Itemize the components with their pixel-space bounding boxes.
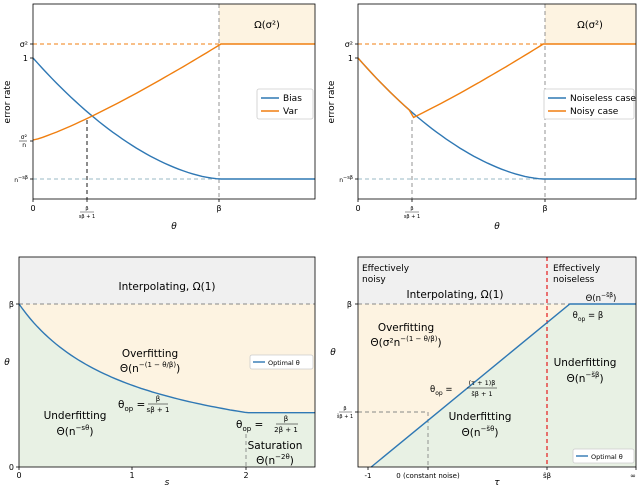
y-axis-label: error rate xyxy=(327,80,337,123)
omega-label: Ω(σ²) xyxy=(577,20,603,31)
bias-line xyxy=(32,57,315,180)
axes-frame xyxy=(18,256,316,468)
svg-text:σ²: σ² xyxy=(21,134,28,141)
overfitting-region xyxy=(358,304,636,467)
underfitting-label: Underfitting xyxy=(44,410,107,422)
panel-bottom-right: Effectively noisy Effectively noiseless … xyxy=(330,256,637,487)
y-axis-label: error rate xyxy=(3,80,13,123)
legend-label-optimal: Optimal θ xyxy=(268,359,300,367)
svg-text:β: β xyxy=(284,415,288,423)
overfitting-label: Overfitting xyxy=(122,348,178,360)
svg-text:β: β xyxy=(85,206,88,212)
y-tick-0: 0 xyxy=(9,463,14,472)
x-tick-sbeta: s̃β xyxy=(543,472,551,480)
y-tick-nsb: n−sβ xyxy=(14,175,28,184)
x-tick-beta: β xyxy=(216,204,221,213)
y-tick-beta: β xyxy=(9,300,14,309)
panel-top-left: Ω(σ²) Bias Var σ² 1 σ² n n−sβ 0 β sβ + 1… xyxy=(3,3,316,232)
x-tick-beta-frac: β sβ + 1 xyxy=(404,206,420,220)
axes-frame xyxy=(357,3,637,200)
svg-text:2β + 1: 2β + 1 xyxy=(274,426,298,434)
underfitting-region xyxy=(19,304,315,467)
effectively-noiseless-label-1: Effectively xyxy=(553,264,601,274)
noisy-line xyxy=(357,43,636,119)
x-tick-1: 1 xyxy=(129,471,134,480)
saturation-label: Saturation xyxy=(248,440,303,452)
y-tick-nsb: n−sβ xyxy=(339,175,353,184)
effectively-noisy-label-1: Effectively xyxy=(362,264,410,274)
y-tick-sigma2: σ² xyxy=(20,40,28,49)
legend xyxy=(249,354,314,370)
panel-bottom-left: Interpolating, Ω(1) Overfitting Θ(n−(1 −… xyxy=(4,256,316,487)
x-tick-0: 0 (constant noise) xyxy=(396,472,460,480)
svg-text:sβ + 1: sβ + 1 xyxy=(147,406,170,414)
svg-text:β: β xyxy=(343,406,346,412)
underfitting-left-label: Underfitting xyxy=(449,411,512,423)
overfitting-region xyxy=(19,304,315,413)
theta-op-formula-1: θop = β sβ + 1 xyxy=(118,395,169,414)
omega-label: Ω(σ²) xyxy=(254,20,280,31)
y-tick-sigma2: σ² xyxy=(345,40,353,49)
svg-text:s̃β + 1: s̃β + 1 xyxy=(336,414,353,420)
y-tick-1: 1 xyxy=(23,54,28,63)
y-tick-beta-frac: β s̃β + 1 xyxy=(336,406,353,420)
svg-text:(τ + 1)β: (τ + 1)β xyxy=(469,379,496,387)
panel-top-right: Ω(σ²) Noiseless case Noisy case σ² 1 n−s… xyxy=(327,3,637,232)
omega-region xyxy=(545,4,636,44)
svg-text:sβ + 1: sβ + 1 xyxy=(79,214,95,220)
legend-label-var: Var xyxy=(283,107,298,117)
svg-text:β: β xyxy=(156,395,160,403)
legend xyxy=(572,448,635,464)
underfitting-right-label: Underfitting xyxy=(554,357,617,369)
legend-label-noisy: Noisy case xyxy=(570,107,619,117)
underfitting-region xyxy=(371,304,636,467)
optimal-theta-line xyxy=(18,303,315,414)
axes-frame xyxy=(357,256,637,468)
omega-region xyxy=(219,4,315,44)
x-tick-0: 0 xyxy=(355,204,360,213)
legend-label-noiseless: Noiseless case xyxy=(570,94,636,104)
y-tick-sigma2-over-n: σ² n xyxy=(19,134,28,149)
axes-frame xyxy=(32,3,316,200)
interpolating-region xyxy=(358,257,636,304)
y-tick-1: 1 xyxy=(348,54,353,63)
y-axis-label: θ xyxy=(330,348,336,358)
svg-text:n: n xyxy=(22,142,26,149)
x-tick-neg1: -1 xyxy=(365,472,372,480)
legend xyxy=(543,88,635,120)
var-line xyxy=(32,43,315,141)
overfitting-label: Overfitting xyxy=(378,322,434,334)
optimal-theta-line xyxy=(370,303,636,468)
svg-text:sβ + 1: sβ + 1 xyxy=(404,214,420,220)
x-axis-label: θ xyxy=(494,222,500,232)
y-tick-beta: β xyxy=(347,300,352,309)
x-tick-2: 2 xyxy=(243,471,248,480)
svg-text:β: β xyxy=(410,206,413,212)
effectively-noisy-label-2: noisy xyxy=(362,275,386,285)
y-axis-label: θ xyxy=(4,358,10,368)
x-axis-label: τ xyxy=(494,478,500,487)
x-tick-0: 0 xyxy=(30,204,35,213)
interpolating-label: Interpolating, Ω(1) xyxy=(406,289,503,301)
legend-label-bias: Bias xyxy=(283,94,302,104)
x-axis-label: s xyxy=(165,478,170,487)
interpolating-region xyxy=(19,257,315,304)
svg-text:s̃β + 1: s̃β + 1 xyxy=(471,390,492,398)
effectively-noiseless-label-2: noiseless xyxy=(553,275,595,285)
x-tick-beta: β xyxy=(542,204,547,213)
x-tick-0: 0 xyxy=(16,471,21,480)
x-tick-inf: ∞ xyxy=(630,472,636,480)
x-axis-label: θ xyxy=(171,222,177,232)
interpolating-label: Interpolating, Ω(1) xyxy=(118,281,215,293)
legend-label-optimal: Optimal θ xyxy=(591,453,623,461)
x-tick-beta-frac: β sβ + 1 xyxy=(79,206,95,220)
